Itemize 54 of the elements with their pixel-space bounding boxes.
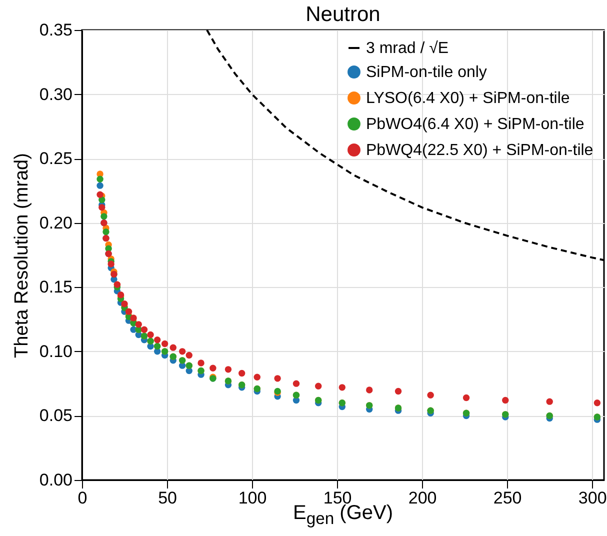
point <box>254 374 260 380</box>
point <box>96 182 104 189</box>
y-tick-label: 0.00 <box>39 470 72 490</box>
point <box>125 308 132 315</box>
y-tick-label: 0.05 <box>39 406 72 426</box>
point <box>198 360 204 366</box>
point <box>161 340 168 348</box>
point <box>210 364 216 372</box>
point <box>96 176 104 182</box>
point <box>186 352 192 359</box>
legend-label: PbWO4(6.4 X0) + SiPM-on-tile <box>366 116 584 133</box>
point <box>102 228 110 236</box>
point <box>394 388 402 395</box>
point <box>274 375 281 382</box>
point <box>427 392 434 398</box>
x-tick-label: 0 <box>78 488 88 508</box>
point <box>238 370 246 377</box>
point <box>502 396 509 404</box>
legend-label: SiPM-on-tile only <box>366 64 487 81</box>
point <box>178 348 186 355</box>
point <box>154 336 161 344</box>
point <box>130 314 137 322</box>
x-tick-label: 100 <box>238 488 267 508</box>
point <box>338 384 346 391</box>
point <box>546 398 553 405</box>
x-tick-label: 50 <box>158 488 177 508</box>
point <box>135 321 142 328</box>
point <box>292 380 300 387</box>
point <box>170 344 176 351</box>
point <box>140 326 148 333</box>
y-tick-label: 0.15 <box>39 278 72 297</box>
chart-title: Neutron <box>304 3 382 27</box>
point <box>98 204 106 211</box>
point <box>594 400 601 406</box>
point <box>147 331 154 338</box>
point <box>224 366 232 373</box>
point <box>121 300 128 308</box>
y-tick-label: 0.20 <box>39 213 72 232</box>
y-axis-title: Theta Resolution (mrad) <box>11 153 32 358</box>
point <box>108 260 114 268</box>
x-tick-label: 200 <box>408 488 437 508</box>
point <box>462 394 470 402</box>
legend-label: LYSO(6.4 X0) + SiPM-on-tile <box>366 90 570 107</box>
y-tick-label: 0.30 <box>39 84 72 104</box>
point <box>100 213 108 220</box>
y-tick-label: 0.25 <box>39 149 72 168</box>
point <box>366 386 373 394</box>
legend-label: 3 mrad / √E <box>366 40 449 57</box>
x-tick-label: 300 <box>578 488 607 508</box>
x-tick-label: 250 <box>493 488 522 508</box>
y-tick-label: 0.10 <box>39 342 72 361</box>
legend-label: PbWQ4(22.5 X0) + SiPM-on-tile <box>366 142 594 159</box>
point <box>314 382 322 390</box>
y-tick-label: 0.35 <box>39 20 72 40</box>
